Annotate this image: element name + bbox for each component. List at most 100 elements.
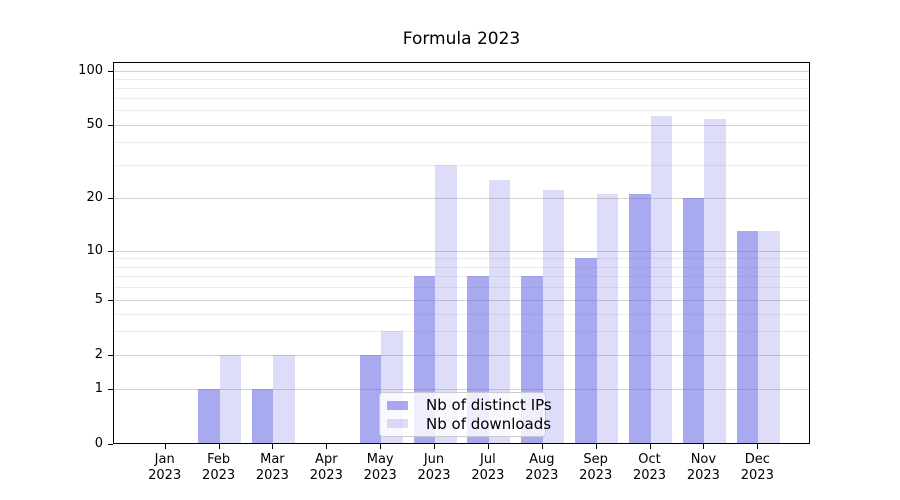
x-tick-label-aug: Aug 2023 xyxy=(510,452,574,484)
legend-label-distinct-ips: Nb of distinct IPs xyxy=(426,396,552,415)
x-tick-label-dec: Dec 2023 xyxy=(725,452,789,484)
bar-downloads-mar xyxy=(273,355,295,443)
bar-downloads-sep xyxy=(596,193,619,443)
x-tick-jun xyxy=(434,444,435,449)
x-tick-label-jun: Jun 2023 xyxy=(402,452,466,484)
legend-label-downloads: Nb of downloads xyxy=(426,414,552,433)
bar-downloads-nov xyxy=(704,118,726,443)
gridline-minor-80 xyxy=(114,87,809,89)
y-tick-label-0: 0 xyxy=(94,436,103,451)
x-tick-label-apr: Apr 2023 xyxy=(294,452,358,484)
y-tick-50 xyxy=(108,124,113,126)
x-tick-year: 2023 xyxy=(579,468,613,483)
gridline-minor-3 xyxy=(114,330,809,332)
bar-distinct-ips-feb xyxy=(198,389,220,443)
legend-item-downloads: Nb of downloads xyxy=(387,415,551,433)
x-tick-year: 2023 xyxy=(417,468,451,483)
legend: Nb of distinct IPs Nb of downloads xyxy=(379,392,552,437)
x-tick-month: Aug xyxy=(529,452,555,467)
x-tick-month: Nov xyxy=(690,452,717,467)
bar-downloads-feb xyxy=(219,355,242,443)
x-tick-label-oct: Oct 2023 xyxy=(618,452,682,484)
y-tick-label-50: 50 xyxy=(86,116,103,132)
gridline-minor-9 xyxy=(114,258,809,260)
x-tick-year: 2023 xyxy=(740,468,774,483)
gridline-major-5 xyxy=(114,300,809,301)
x-tick-year: 2023 xyxy=(363,468,397,483)
x-tick-year: 2023 xyxy=(632,468,667,483)
gridline-minor-8 xyxy=(114,266,809,268)
chart-title: Formula 2023 xyxy=(402,29,521,49)
x-tick-month: Feb xyxy=(207,452,231,467)
x-tick-label-sep: Sep 2023 xyxy=(564,452,628,484)
y-tick-label-5: 5 xyxy=(94,292,103,307)
bar-distinct-ips-may xyxy=(359,355,382,443)
x-tick-year: 2023 xyxy=(471,468,505,483)
gridline-major-10 xyxy=(114,250,809,252)
y-tick-100 xyxy=(108,70,113,72)
gridline-minor-30 xyxy=(114,165,809,167)
x-tick-label-feb: Feb 2023 xyxy=(187,452,251,484)
y-tick-label-10: 10 xyxy=(86,242,103,258)
x-tick-month: Sep xyxy=(583,452,608,467)
y-tick-1 xyxy=(108,389,113,391)
x-tick-label-jul: Jul 2023 xyxy=(456,452,520,484)
x-tick-sep xyxy=(595,444,597,449)
x-tick-mar xyxy=(272,444,274,449)
bar-distinct-ips-dec xyxy=(736,230,759,443)
x-tick-label-nov: Nov 2023 xyxy=(671,452,735,484)
gridline-minor-70 xyxy=(114,98,809,100)
bar-downloads-dec xyxy=(758,230,780,443)
x-tick-may xyxy=(380,444,382,449)
x-tick-month: Jul xyxy=(480,452,496,467)
gridline-minor-60 xyxy=(114,110,809,112)
x-tick-month: Oct xyxy=(638,452,661,467)
bar-distinct-ips-nov xyxy=(682,197,705,443)
y-tick-20 xyxy=(108,197,113,199)
x-tick-month: Dec xyxy=(744,452,770,467)
gridline-minor-7 xyxy=(114,276,809,278)
gridline-major-1 xyxy=(114,389,809,391)
x-tick-label-jan: Jan 2023 xyxy=(133,452,197,484)
bar-distinct-ips-sep xyxy=(575,258,597,443)
bar-distinct-ips-mar xyxy=(251,389,274,443)
y-tick-label-2: 2 xyxy=(94,347,103,363)
gridline-major-50 xyxy=(114,124,809,126)
x-tick-aug xyxy=(541,444,543,449)
x-tick-label-may: May 2023 xyxy=(348,452,412,484)
legend-swatch-distinct-ips xyxy=(387,400,408,410)
x-tick-month: Jan xyxy=(154,452,175,467)
x-tick-month: May xyxy=(366,452,394,467)
x-tick-year: 2023 xyxy=(148,468,182,483)
x-tick-month: Mar xyxy=(260,452,285,467)
y-tick-5 xyxy=(108,300,113,301)
x-tick-dec xyxy=(757,444,759,449)
x-tick-feb xyxy=(218,444,220,449)
x-tick-year: 2023 xyxy=(202,468,236,483)
y-tick-label-20: 20 xyxy=(86,189,103,205)
x-tick-year: 2023 xyxy=(255,468,289,483)
bar-downloads-jun xyxy=(435,165,457,443)
x-tick-year: 2023 xyxy=(525,468,559,483)
x-tick-apr xyxy=(326,444,328,449)
y-tick-0 xyxy=(108,444,113,445)
gridline-major-100 xyxy=(114,70,809,72)
bar-downloads-oct xyxy=(650,115,672,443)
gridline-minor-4 xyxy=(114,313,809,315)
y-tick-10 xyxy=(108,250,113,252)
x-tick-jul xyxy=(487,444,489,449)
x-tick-year: 2023 xyxy=(686,468,720,483)
x-tick-oct xyxy=(649,444,651,449)
gridline-minor-40 xyxy=(114,142,809,144)
x-tick-month: Jun xyxy=(423,452,445,467)
legend-item-distinct-ips: Nb of distinct IPs xyxy=(387,396,552,414)
gridline-minor-90 xyxy=(114,78,809,80)
bar-distinct-ips-oct xyxy=(629,193,651,443)
y-tick-label-1: 1 xyxy=(94,381,103,397)
bar-downloads-aug xyxy=(542,189,565,443)
y-tick-label-100: 100 xyxy=(78,62,103,78)
bar-downloads-jul xyxy=(488,179,511,443)
legend-swatch-downloads xyxy=(387,419,408,429)
x-tick-month: Apr xyxy=(315,452,338,467)
